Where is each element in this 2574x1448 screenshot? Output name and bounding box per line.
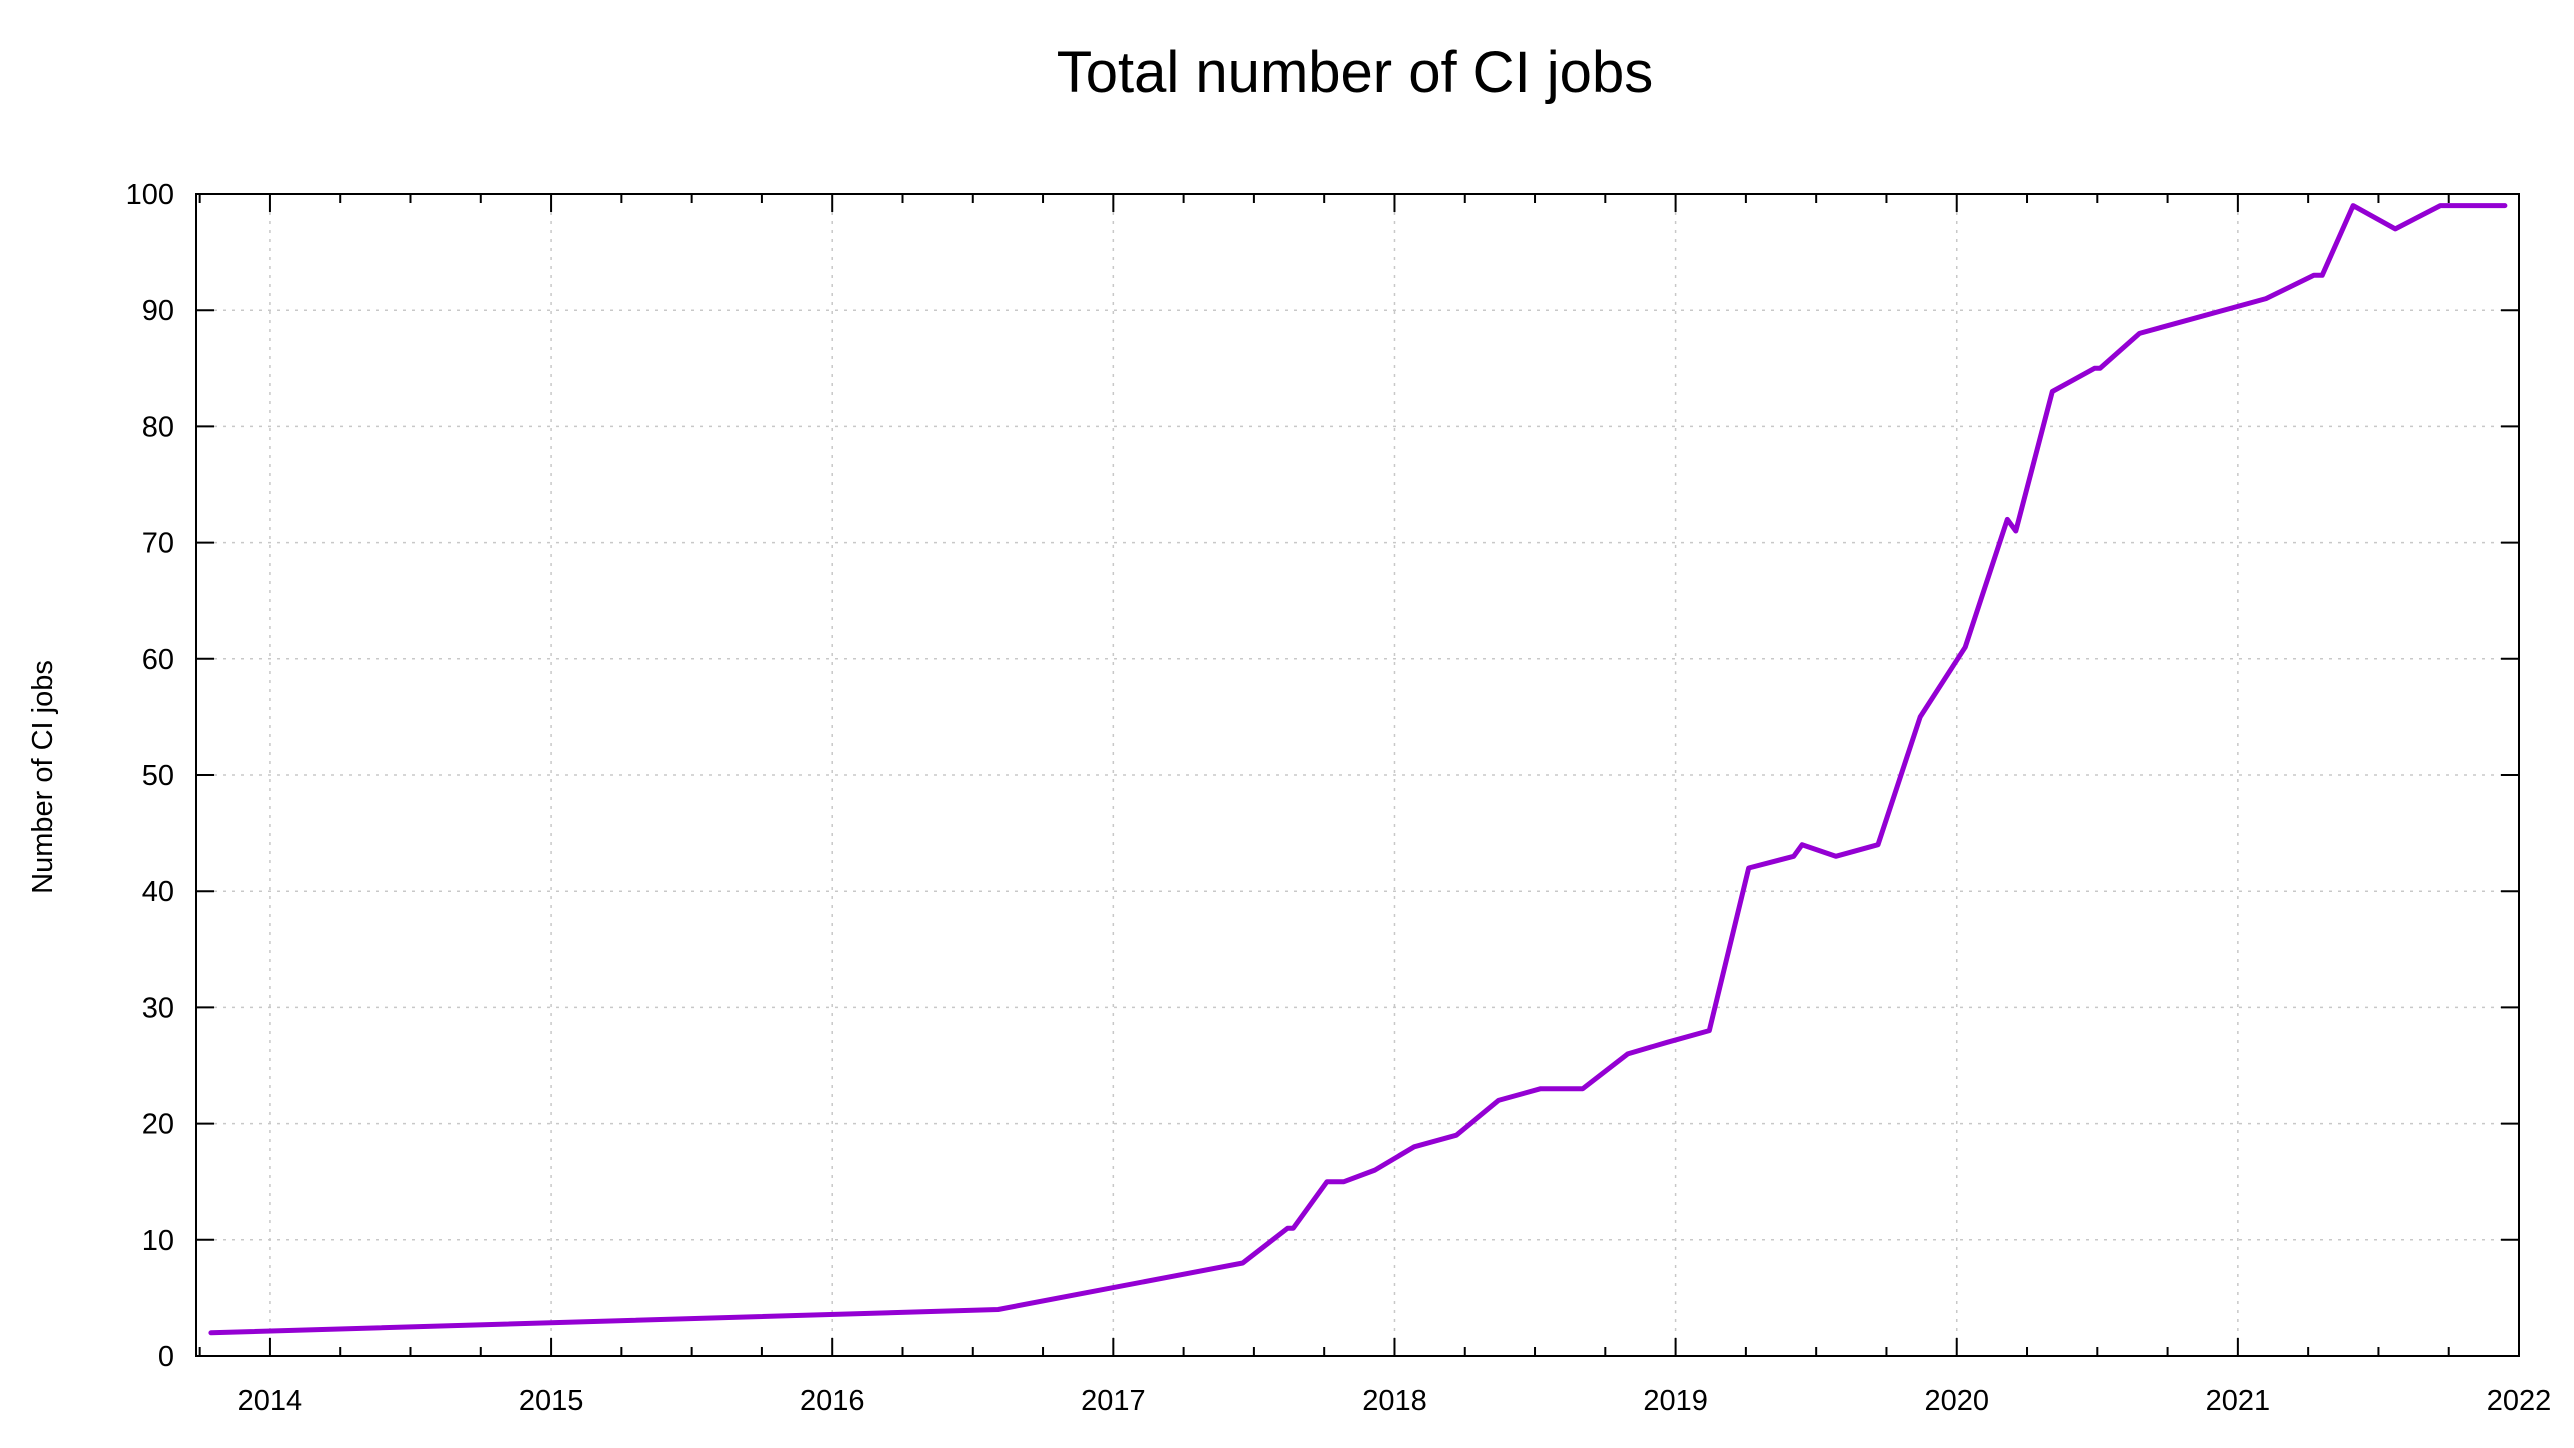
y-tick-label: 80: [142, 411, 174, 443]
y-tick-label: 40: [142, 876, 174, 908]
y-tick-label: 20: [142, 1109, 174, 1141]
y-tick-label: 90: [142, 295, 174, 327]
x-tick-label: 2014: [238, 1385, 303, 1417]
x-tick-label: 2017: [1081, 1385, 1146, 1417]
y-tick-label: 60: [142, 644, 174, 676]
grid-layer: [196, 194, 2519, 1356]
series-line: [208, 203, 2508, 1336]
y-tick-label: 70: [142, 528, 174, 560]
plot-frame: [195, 193, 2520, 1357]
y-tick-label: 30: [142, 992, 174, 1024]
chart-title: Total number of CI jobs: [1057, 40, 1653, 105]
y-tick-label: 10: [142, 1225, 174, 1257]
series-layer: [208, 203, 2508, 1336]
y-tick-label: 50: [142, 760, 174, 792]
tick-label-layer: 0 10 20 30 40 50 60 70 80 90 100 2014 2015 2016 2017 20…: [126, 179, 2552, 1417]
x-tick-label: 2020: [1924, 1385, 1989, 1417]
x-tick-label: 2018: [1362, 1385, 1427, 1417]
x-tick-label: 2015: [519, 1385, 584, 1417]
x-tick-label: 2019: [1643, 1385, 1708, 1417]
x-tick-label: 2016: [800, 1385, 865, 1417]
y-tick-label: 0: [158, 1341, 174, 1373]
y-tick-label: 100: [126, 179, 174, 211]
tick-layer: [196, 193, 2520, 1357]
x-tick-label: 2021: [2206, 1385, 2271, 1417]
x-tick-label: 2022: [2487, 1385, 2552, 1417]
y-axis-label: Number of CI jobs: [27, 660, 59, 894]
